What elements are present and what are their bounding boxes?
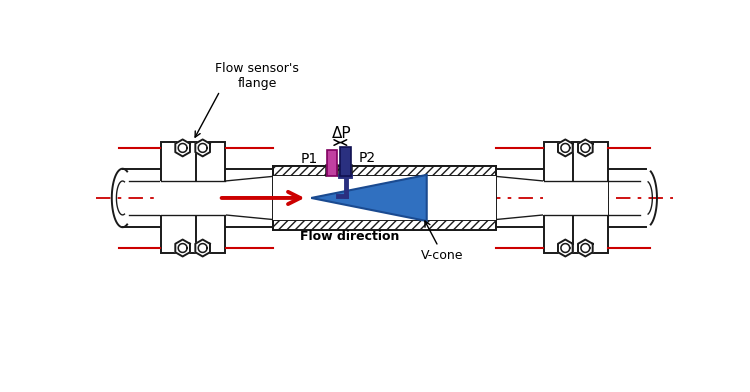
Bar bbox=[273, 176, 496, 220]
Text: Flow direction: Flow direction bbox=[300, 230, 399, 243]
Bar bbox=[273, 220, 496, 230]
Text: P1: P1 bbox=[300, 152, 317, 167]
Bar bbox=[273, 166, 496, 176]
Text: V-cone: V-cone bbox=[421, 249, 464, 262]
Polygon shape bbox=[578, 240, 592, 256]
Polygon shape bbox=[578, 140, 592, 156]
Polygon shape bbox=[176, 140, 190, 156]
Bar bbox=[340, 165, 352, 176]
Text: ΔP: ΔP bbox=[332, 126, 351, 141]
Bar bbox=[327, 150, 338, 176]
Bar bbox=[160, 181, 226, 215]
Polygon shape bbox=[558, 240, 573, 256]
Bar bbox=[543, 181, 608, 215]
Text: Flow sensor's
flange: Flow sensor's flange bbox=[215, 62, 299, 89]
Bar bbox=[161, 142, 225, 253]
Polygon shape bbox=[195, 140, 210, 156]
Bar bbox=[544, 142, 608, 253]
Bar bbox=[326, 165, 338, 176]
Polygon shape bbox=[558, 140, 573, 156]
Text: P2: P2 bbox=[359, 151, 376, 165]
Polygon shape bbox=[311, 175, 427, 221]
Polygon shape bbox=[176, 240, 190, 256]
Bar bbox=[340, 147, 351, 176]
Polygon shape bbox=[195, 240, 210, 256]
